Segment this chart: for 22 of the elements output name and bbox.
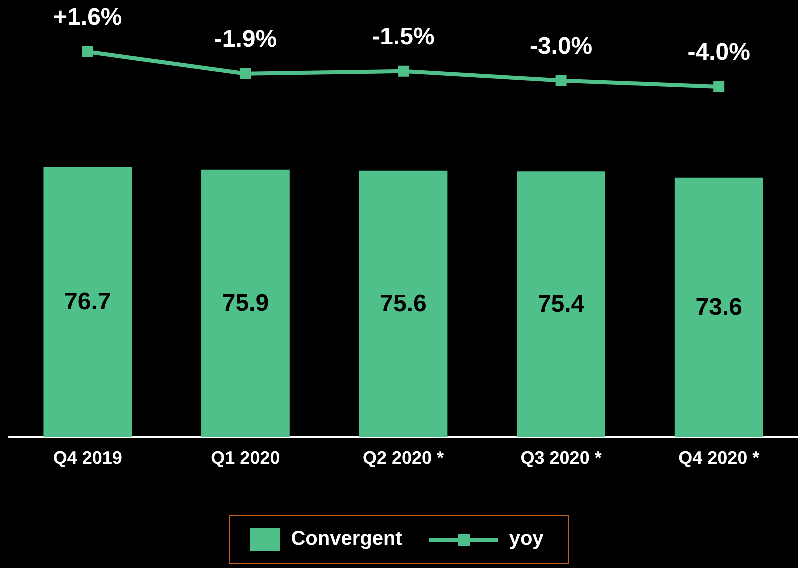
point (714, 82, 725, 92)
x-tick-label: Q3 2020 * (520, 448, 602, 468)
legend-label: yoy (509, 528, 544, 551)
data-label: 75.6 (380, 290, 427, 318)
point (398, 66, 409, 77)
legend-label: Convergent (291, 528, 402, 551)
x-tick-label: Q4 2019 (53, 448, 122, 468)
data-label: -1.5% (372, 23, 435, 50)
data-label: -4.0% (688, 39, 750, 66)
data-label: +1.6% (54, 4, 122, 31)
x-tick-label: Q1 2020 (211, 448, 280, 468)
data-label: 76.7 (64, 288, 112, 316)
data-label: -3.0% (530, 32, 593, 60)
x-tick-label: Q4 2020 * (678, 448, 760, 468)
data-label: 75.9 (222, 290, 270, 317)
data-label: 75.4 (538, 290, 586, 318)
x-tick-label: Q2 2020 * (362, 448, 444, 468)
data-label: 73.6 (696, 294, 742, 321)
data-label: -1.9% (214, 26, 278, 53)
point (556, 75, 567, 86)
point (240, 68, 252, 80)
point (82, 46, 94, 58)
